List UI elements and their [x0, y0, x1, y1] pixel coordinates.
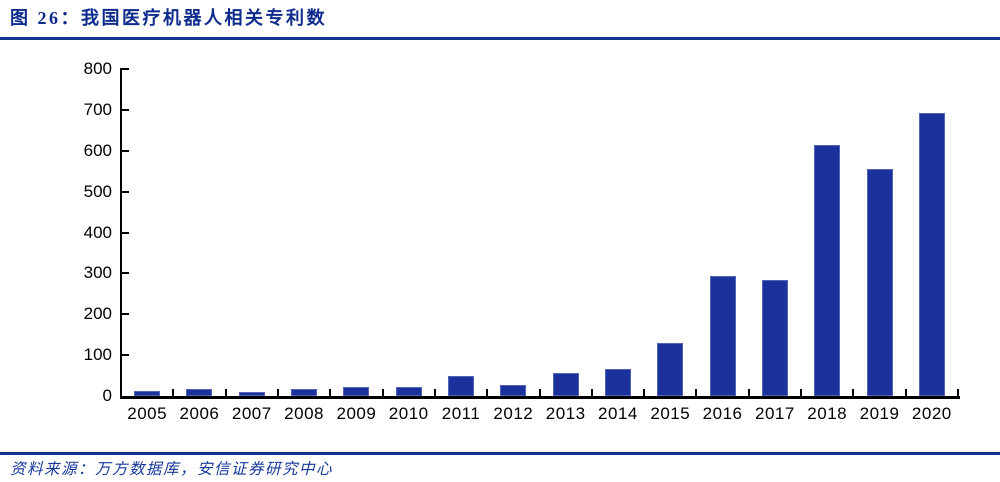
x-tick-label: 2007 — [231, 404, 272, 423]
x-tick-label: 2009 — [336, 404, 377, 423]
figure-title: 图 26：我国医疗机器人相关专利数 — [10, 8, 327, 28]
y-tick-label: 100 — [83, 345, 112, 365]
bar-2015 — [657, 343, 684, 396]
x-tick-label: 2019 — [859, 404, 900, 423]
x-tick-label: 2016 — [702, 404, 743, 423]
x-axis-tick — [120, 389, 122, 396]
bar-2007 — [238, 392, 265, 396]
x-tick-label: 2010 — [388, 404, 429, 423]
y-tick-label: 400 — [83, 222, 112, 242]
y-tick-label: 800 — [83, 59, 112, 78]
source-note: 资料来源：万方数据库，安信证券研究中心 — [10, 461, 334, 478]
y-axis-tick — [122, 354, 129, 357]
bar-2012 — [500, 385, 527, 396]
x-axis-tick — [590, 389, 593, 396]
y-axis-tick — [122, 190, 129, 193]
bar-2020 — [918, 113, 945, 396]
footer-divider — [0, 452, 1000, 455]
y-axis-line — [120, 68, 122, 398]
bar-2014 — [604, 369, 631, 396]
x-axis-tick — [381, 389, 384, 396]
bar-2010 — [395, 387, 422, 396]
x-tick-label: 2017 — [754, 404, 795, 423]
x-tick-label: 2008 — [284, 404, 324, 423]
y-tick-label: 300 — [83, 263, 112, 283]
x-tick-label: 2005 — [127, 404, 168, 423]
x-tick-label: 2014 — [598, 404, 638, 423]
bar-2016 — [709, 276, 736, 396]
bar-2005 — [134, 391, 161, 396]
y-axis-tick — [122, 313, 129, 316]
x-axis-tick — [276, 389, 279, 396]
bar-2013 — [552, 373, 579, 396]
x-axis-tick — [957, 389, 959, 396]
title-underline — [0, 37, 1000, 40]
patent-bar-chart: 0 100 200 300 400 500 600 700 800 2005 2006 2007 200… — [83, 59, 960, 423]
y-axis-tick — [122, 231, 129, 234]
x-tick-label: 2013 — [545, 404, 586, 423]
x-tick-label: 2018 — [807, 404, 848, 423]
x-axis-tick — [904, 389, 907, 396]
x-axis-tick — [852, 389, 855, 396]
x-axis-tick — [538, 389, 541, 396]
y-tick-label: 200 — [83, 304, 112, 324]
y-tick-label: 700 — [83, 99, 112, 119]
x-tick-label: 2015 — [650, 404, 691, 423]
bar-2017 — [761, 280, 788, 396]
bar-2006 — [186, 389, 213, 396]
bar-2019 — [866, 169, 893, 396]
bar-2011 — [448, 376, 475, 396]
y-tick-label: 0 — [102, 386, 112, 405]
x-tick-label: 2012 — [493, 404, 534, 423]
x-axis-line — [120, 396, 960, 399]
x-tick-label: 2020 — [911, 404, 952, 423]
y-tick-label: 600 — [83, 140, 112, 160]
bar-2009 — [343, 387, 370, 396]
x-tick-label: 2011 — [441, 404, 481, 423]
x-axis-tick — [747, 389, 750, 396]
y-axis-tick — [122, 68, 129, 70]
y-tick-label: 500 — [83, 181, 112, 201]
x-axis-tick — [643, 389, 646, 396]
bar-2008 — [291, 389, 318, 396]
x-axis-tick — [172, 389, 175, 396]
x-axis-tick — [433, 389, 436, 396]
y-axis-tick — [122, 108, 129, 111]
x-tick-label: 2006 — [179, 404, 220, 423]
y-axis-tick — [122, 149, 129, 152]
x-axis-tick — [486, 389, 489, 396]
x-axis-tick — [695, 389, 698, 396]
bar-2018 — [814, 145, 841, 396]
y-axis-tick — [122, 272, 129, 275]
x-axis-tick — [224, 389, 227, 396]
x-axis-tick — [329, 389, 332, 396]
x-axis-tick — [800, 389, 803, 396]
